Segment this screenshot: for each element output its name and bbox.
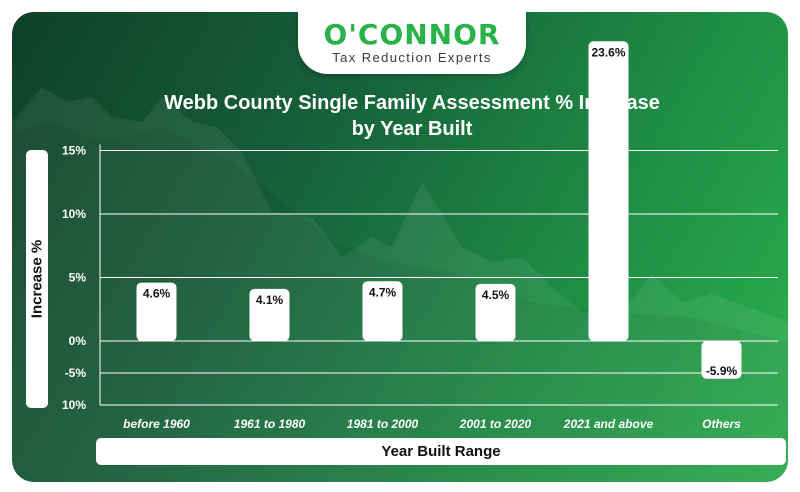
x-tick-label: 2001 to 2020 bbox=[459, 417, 532, 431]
bar-value-label: 4.6% bbox=[143, 287, 171, 301]
x-axis-label: Year Built Range bbox=[381, 443, 501, 460]
bar bbox=[136, 282, 177, 341]
bar-value-label: 23.6% bbox=[591, 45, 625, 59]
x-axis-label-box bbox=[96, 438, 786, 465]
y-tick-labels: 15% 10% 5% 0% -5% 10% bbox=[62, 144, 86, 413]
y-tick-label: 0% bbox=[69, 334, 87, 348]
bar bbox=[475, 283, 516, 341]
x-tick-label: before 1960 bbox=[123, 417, 190, 431]
bar-value-label: 4.1% bbox=[256, 293, 284, 307]
x-tick-label: 2021 and above bbox=[563, 417, 654, 431]
y-tick-label: 5% bbox=[69, 271, 87, 285]
bar bbox=[701, 341, 742, 379]
bar bbox=[249, 288, 290, 341]
bar-value-label: 4.5% bbox=[482, 288, 510, 302]
brand-tagline: Tax Reduction Experts bbox=[332, 50, 492, 65]
bar bbox=[362, 281, 403, 341]
y-axis-label-box bbox=[26, 150, 48, 408]
brand-logo: O'CONNOR Tax Reduction Experts bbox=[298, 12, 526, 74]
bar-value-label: 4.7% bbox=[369, 285, 397, 299]
y-tick-label: 10% bbox=[62, 398, 86, 412]
y-tick-label: 15% bbox=[62, 144, 86, 158]
x-tick-label: 1981 to 2000 bbox=[347, 417, 419, 431]
y-tick-label: -5% bbox=[65, 366, 87, 380]
grid-lines bbox=[99, 144, 778, 406]
bars: 4.6% 4.1% 4.7% 4.5% 23.6% -5.9% bbox=[136, 41, 742, 379]
chart-title: Webb County Single Family Assessment % I… bbox=[164, 92, 660, 140]
x-tick-label: Others bbox=[702, 417, 741, 431]
x-tick-label: 1961 to 1980 bbox=[234, 417, 306, 431]
bar bbox=[588, 41, 629, 341]
category-labels: before 1960 1961 to 1980 1981 to 2000 2001 … bbox=[123, 417, 741, 431]
brand-name: O'CONNOR bbox=[323, 18, 501, 51]
bar-value-label: -5.9% bbox=[706, 364, 738, 378]
y-tick-label: 10% bbox=[62, 207, 86, 221]
